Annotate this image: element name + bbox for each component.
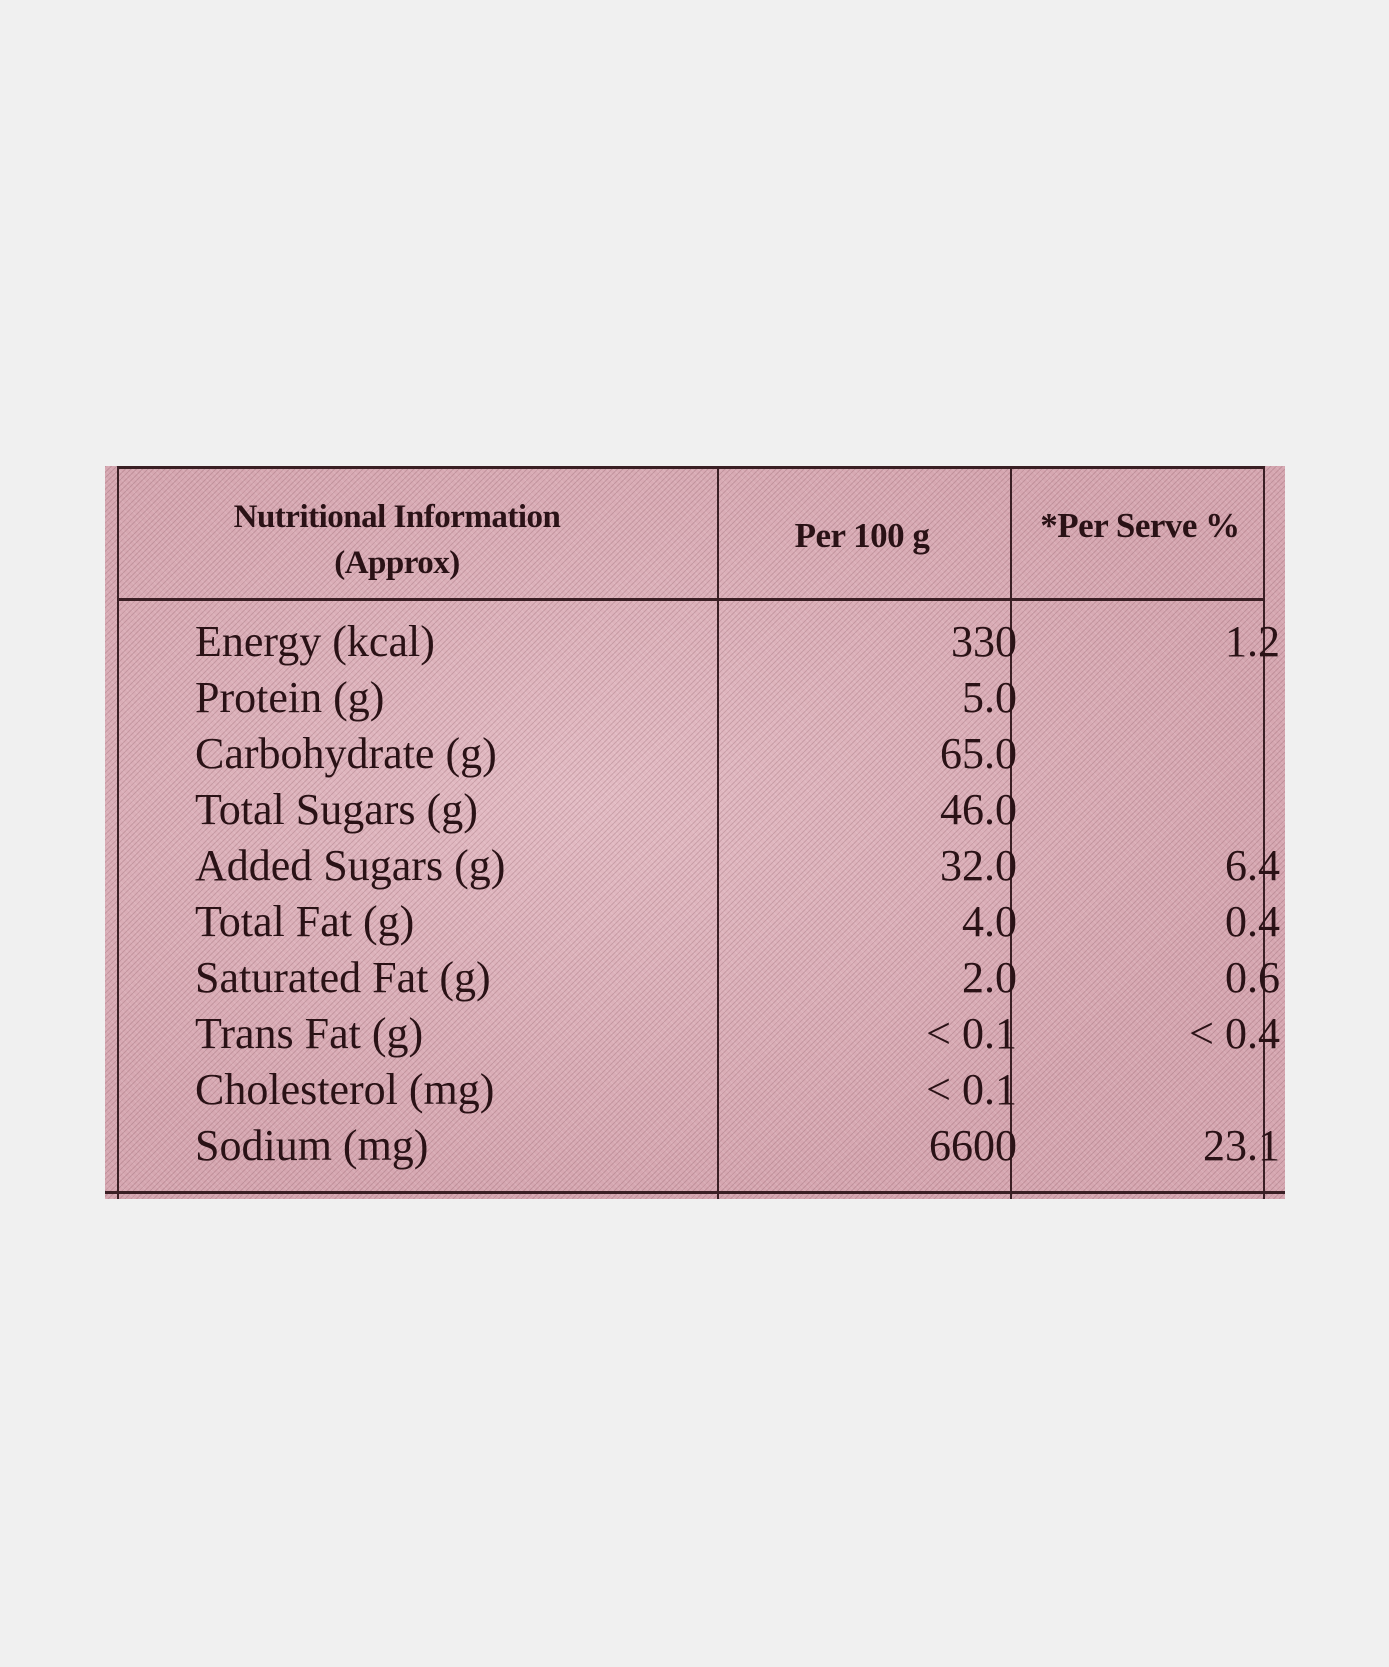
per-100g-value: 46.0 xyxy=(940,785,1017,834)
per-100g-value: 5.0 xyxy=(962,673,1017,722)
nutrition-label: Nutritional Information (Approx) Per 100… xyxy=(105,466,1285,1199)
nutrient-name: Cholesterol (mg) xyxy=(195,1065,495,1114)
per-100g-value: 4.0 xyxy=(962,897,1017,946)
header-divider xyxy=(117,598,1265,601)
per-100g-value: 2.0 xyxy=(962,953,1017,1002)
nutrient-name: Energy (kcal) xyxy=(195,617,435,666)
nutrient-name: Trans Fat (g) xyxy=(195,1009,424,1058)
per-100g-value: 32.0 xyxy=(940,841,1017,890)
top-border xyxy=(117,466,1265,469)
left-border xyxy=(117,466,119,1199)
bottom-border xyxy=(105,1191,1285,1194)
nutrient-name: Carbohydrate (g) xyxy=(195,729,497,778)
table-row: Sodium (mg) 6600 23.1 xyxy=(105,1118,1285,1174)
header-per-100g: Per 100 g xyxy=(794,516,930,555)
table-row: Energy (kcal) 330 1.2 xyxy=(105,614,1285,670)
header-per-serve: *Per Serve % xyxy=(1040,506,1240,545)
per-100g-value: 6600 xyxy=(929,1121,1017,1170)
per-serve-value: 6.4 xyxy=(1225,841,1280,890)
per-serve-value: 0.6 xyxy=(1225,953,1280,1002)
table-row: Saturated Fat (g) 2.0 0.6 xyxy=(105,950,1285,1006)
per-100g-value: 65.0 xyxy=(940,729,1017,778)
per-serve-value: < 0.4 xyxy=(1189,1009,1280,1058)
header-title: Nutritional Information (Approx) xyxy=(127,494,667,586)
table-row: Cholesterol (mg) < 0.1 xyxy=(105,1062,1285,1118)
per-100g-value: 330 xyxy=(951,617,1017,666)
nutrient-rows: Energy (kcal) 330 1.2 Protein (g) 5.0 Ca… xyxy=(105,614,1285,1174)
per-serve-value: 1.2 xyxy=(1225,617,1280,666)
nutrient-name: Saturated Fat (g) xyxy=(195,953,491,1002)
nutrient-name: Total Fat (g) xyxy=(195,897,415,946)
header-title-line1: Nutritional Information xyxy=(233,499,561,535)
nutrient-name: Added Sugars (g) xyxy=(195,841,506,890)
per-100g-value: < 0.1 xyxy=(926,1009,1017,1058)
nutrient-name: Sodium (mg) xyxy=(195,1121,429,1170)
header-title-line2: (Approx) xyxy=(334,545,460,581)
table-row: Total Sugars (g) 46.0 xyxy=(105,782,1285,838)
nutrient-name: Total Sugars (g) xyxy=(195,785,478,834)
table-row: Protein (g) 5.0 xyxy=(105,670,1285,726)
table-row: Total Fat (g) 4.0 0.4 xyxy=(105,894,1285,950)
table-row: Trans Fat (g) < 0.1 < 0.4 xyxy=(105,1006,1285,1062)
nutrient-name: Protein (g) xyxy=(195,673,385,722)
column-divider-1 xyxy=(717,466,719,1199)
per-100g-value: < 0.1 xyxy=(926,1065,1017,1114)
per-serve-value: 0.4 xyxy=(1225,897,1280,946)
right-border xyxy=(1263,466,1265,1199)
column-divider-2 xyxy=(1010,466,1012,1199)
per-serve-value: 23.1 xyxy=(1203,1121,1280,1170)
table-row: Added Sugars (g) 32.0 6.4 xyxy=(105,838,1285,894)
table-row: Carbohydrate (g) 65.0 xyxy=(105,726,1285,782)
